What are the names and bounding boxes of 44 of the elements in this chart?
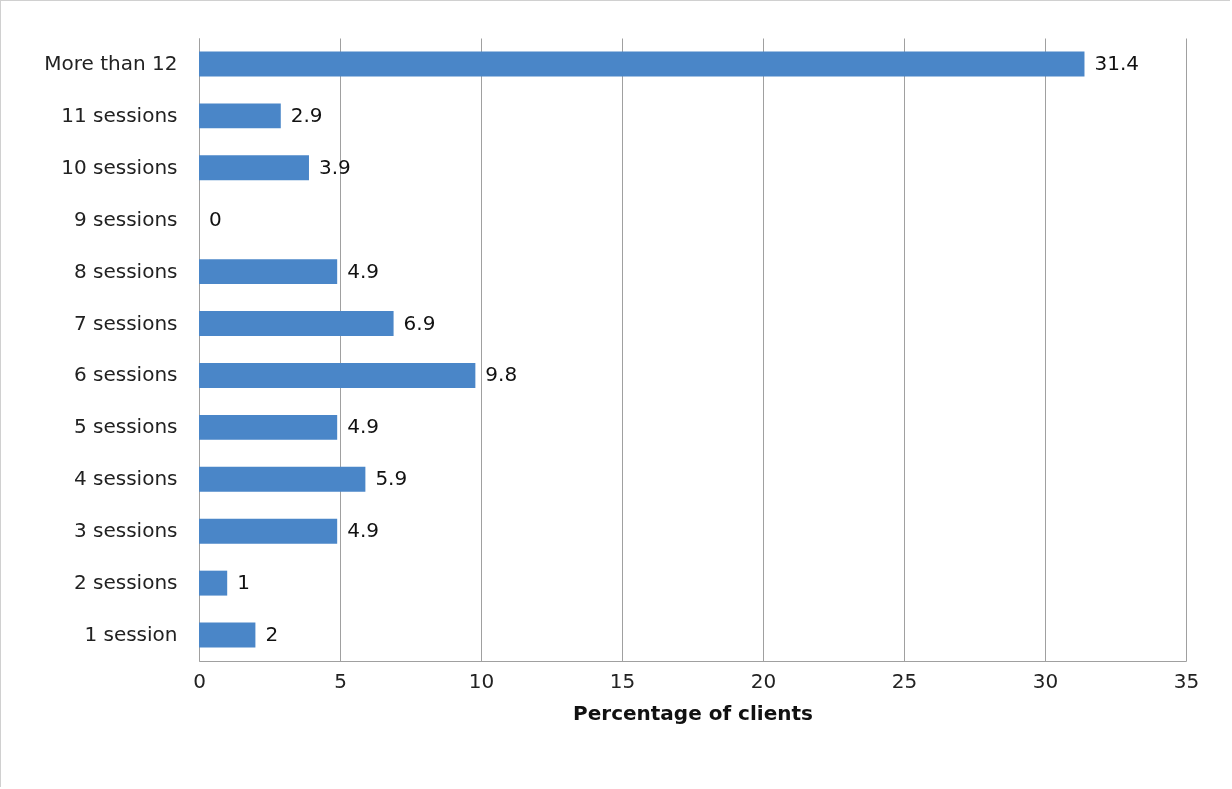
y-tick-label: 6 sessions	[73, 362, 178, 387]
x-tick-label: 20	[750, 668, 777, 693]
data-label: 4.9	[347, 258, 379, 283]
x-axis-title: Percentage of clients	[573, 700, 813, 725]
y-tick-label: 1 session	[84, 622, 178, 647]
data-label: 0	[209, 206, 222, 231]
bar	[199, 103, 281, 129]
y-tick-label: 10 sessions	[61, 154, 178, 179]
x-tick-label: 0	[193, 668, 206, 693]
bar	[199, 622, 256, 648]
y-tick-label: 3 sessions	[73, 518, 178, 543]
y-tick-label: 2 sessions	[73, 570, 178, 595]
bar	[199, 51, 1085, 77]
data-label: 6.9	[403, 310, 436, 335]
x-tick-label: 15	[609, 668, 636, 693]
bar	[199, 363, 476, 388]
data-label: 2	[265, 622, 279, 647]
data-label: 3.9	[318, 154, 351, 179]
data-label: 1	[237, 570, 250, 595]
data-label: 9.8	[485, 362, 518, 387]
data-label: 31.4	[1094, 50, 1140, 75]
y-tick-label: 11 sessions	[61, 102, 178, 127]
data-label: 4.9	[347, 414, 379, 439]
y-tick-label: More than 12	[44, 50, 178, 75]
data-label: 4.9	[347, 518, 379, 543]
y-tick-label: 8 sessions	[73, 258, 178, 283]
bar	[199, 518, 338, 544]
y-tick-label: 9 sessions	[73, 206, 178, 231]
bar	[199, 155, 309, 181]
y-tick-label: 5 sessions	[73, 414, 178, 439]
y-tick-label: 4 sessions	[73, 466, 178, 491]
x-tick-label: 5	[334, 668, 347, 693]
y-tick-label: 7 sessions	[73, 310, 178, 335]
bar	[199, 466, 366, 492]
data-label: 5.9	[375, 466, 408, 491]
bar	[199, 414, 338, 440]
x-tick-label: 10	[468, 668, 495, 693]
data-label: 2.9	[290, 102, 323, 127]
x-tick-label: 25	[891, 668, 918, 693]
bar	[199, 311, 394, 336]
x-tick-label: 30	[1032, 668, 1059, 693]
bar	[199, 570, 228, 596]
bar	[199, 259, 338, 285]
x-tick-label: 35	[1173, 668, 1200, 693]
